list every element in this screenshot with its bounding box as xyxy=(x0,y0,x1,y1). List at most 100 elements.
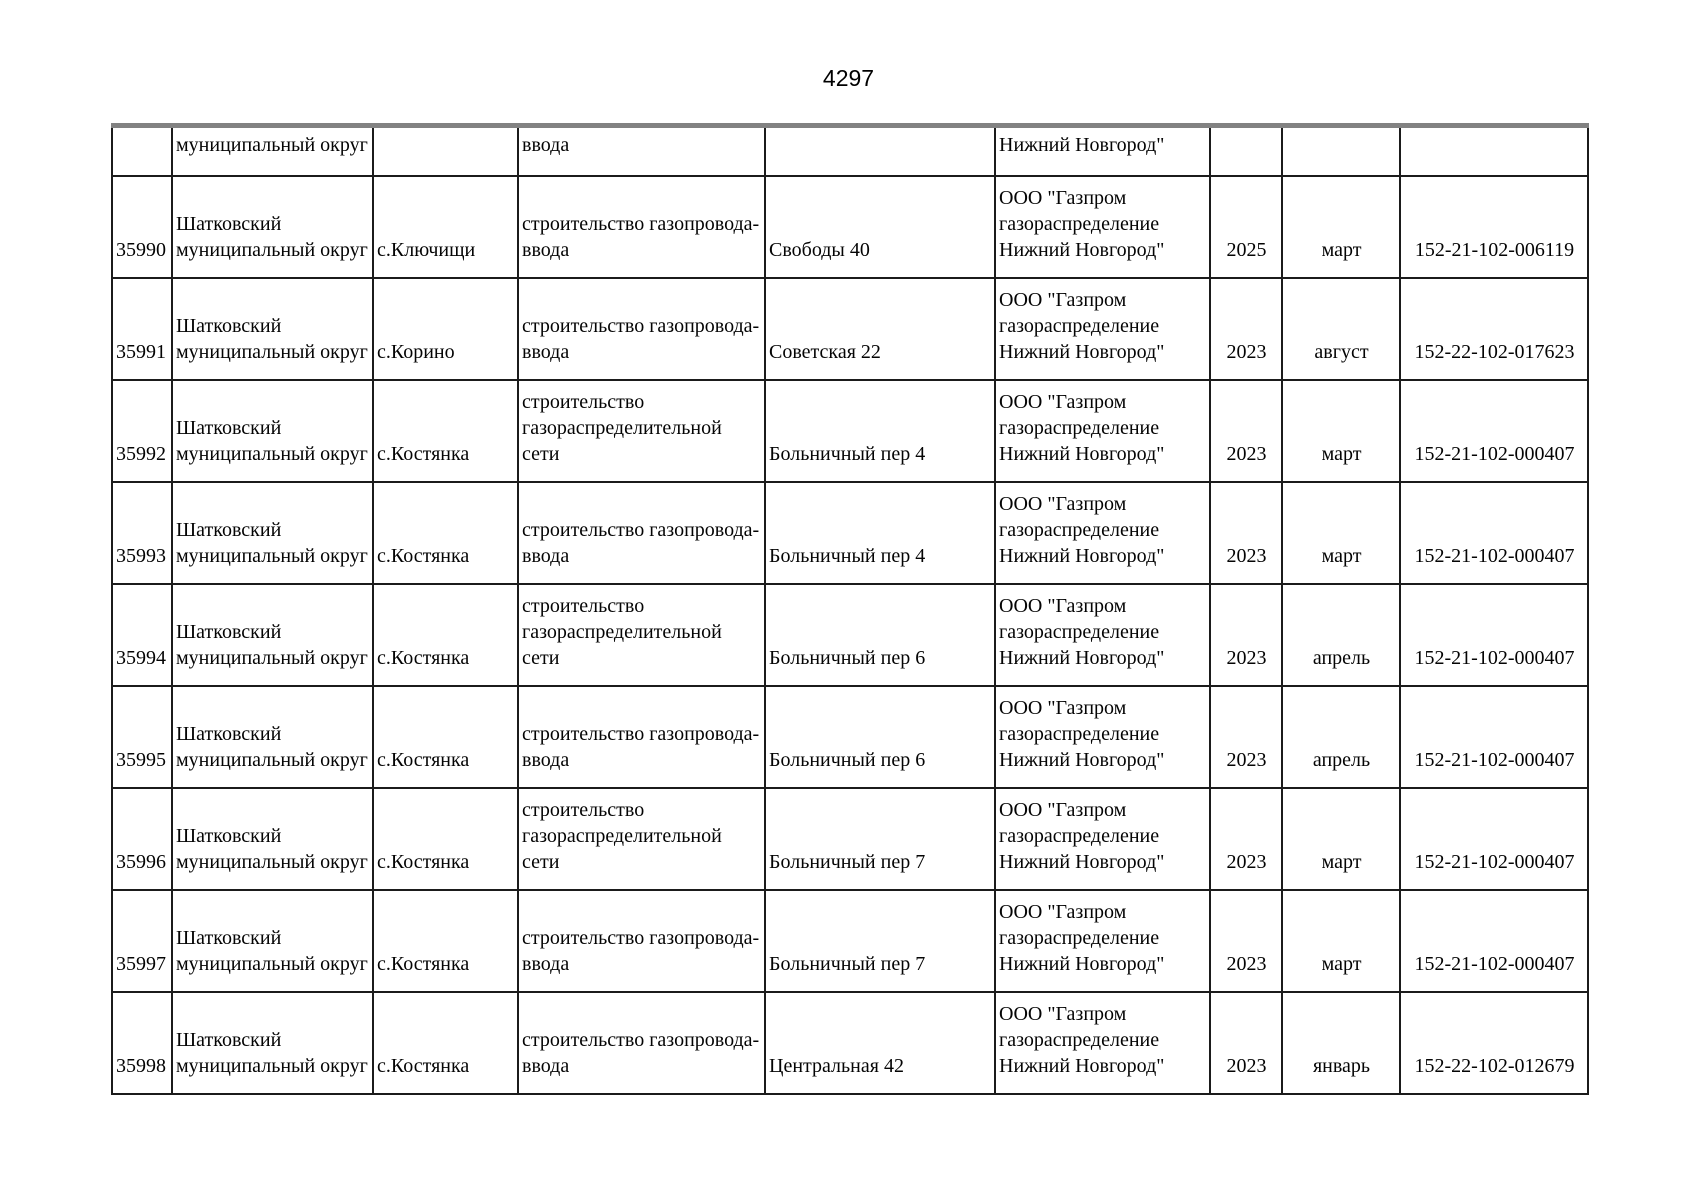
cell-row-id xyxy=(111,124,173,177)
cell-address: Больничный пер 6 xyxy=(764,582,996,687)
cell-settlement: с.Костянка xyxy=(372,480,519,585)
cell-address: Больничный пер 7 xyxy=(764,786,996,891)
cell-row-id: 35992 xyxy=(111,378,173,483)
cell-settlement: с.Костянка xyxy=(372,378,519,483)
cell-organization: ООО "Газпром газораспределение Нижний Но… xyxy=(994,684,1211,789)
permits-table: муниципальный округ ввода Нижний Новгоро… xyxy=(111,123,1589,1095)
cell-organization: ООО "Газпром газораспределение Нижний Но… xyxy=(994,582,1211,687)
cell-construction-type: строительство газопровода- ввода xyxy=(517,990,766,1095)
cell-organization: ООО "Газпром газораспределение Нижний Но… xyxy=(994,378,1211,483)
cell-organization: ООО "Газпром газораспределение Нижний Но… xyxy=(994,888,1211,993)
cell-month: апрель xyxy=(1281,582,1401,687)
cell-construction-type: ввода xyxy=(517,124,766,177)
cell-permit-number: 152-21-102-000407 xyxy=(1399,684,1589,789)
cell-settlement: с.Ключищи xyxy=(372,174,519,279)
cell-permit-number: 152-21-102-000407 xyxy=(1399,582,1589,687)
table-row: 35997 Шатковский муниципальный округ с.К… xyxy=(111,888,1589,993)
cell-address xyxy=(764,124,996,177)
table-row: 35993 Шатковский муниципальный округ с.К… xyxy=(111,480,1589,585)
cell-month: март xyxy=(1281,174,1401,279)
cell-row-id: 35993 xyxy=(111,480,173,585)
cell-settlement: с.Костянка xyxy=(372,684,519,789)
cell-row-id: 35994 xyxy=(111,582,173,687)
cell-organization: ООО "Газпром газораспределение Нижний Но… xyxy=(994,276,1211,381)
cell-construction-type: строительство газопровода- ввода xyxy=(517,174,766,279)
cell-permit-number: 152-22-102-017623 xyxy=(1399,276,1589,381)
cell-row-id: 35998 xyxy=(111,990,173,1095)
cell-row-id: 35995 xyxy=(111,684,173,789)
cell-construction-type: строительство газораспределительной сети xyxy=(517,786,766,891)
cell-permit-number: 152-21-102-000407 xyxy=(1399,480,1589,585)
cell-construction-type: строительство газораспределительной сети xyxy=(517,582,766,687)
cell-organization: ООО "Газпром газораспределение Нижний Но… xyxy=(994,480,1211,585)
cell-district: Шатковский муниципальный округ xyxy=(171,378,374,483)
cell-year: 2023 xyxy=(1209,888,1283,993)
cell-month: март xyxy=(1281,378,1401,483)
table-row: 35995 Шатковский муниципальный округ с.К… xyxy=(111,684,1589,789)
cell-construction-type: строительство газопровода- ввода xyxy=(517,276,766,381)
table-row: 35996 Шатковский муниципальный округ с.К… xyxy=(111,786,1589,891)
cell-year xyxy=(1209,124,1283,177)
cell-district: Шатковский муниципальный округ xyxy=(171,174,374,279)
cell-year: 2023 xyxy=(1209,990,1283,1095)
cell-settlement: с.Костянка xyxy=(372,990,519,1095)
cell-year: 2023 xyxy=(1209,684,1283,789)
cell-address: Больничный пер 6 xyxy=(764,684,996,789)
cell-settlement: с.Костянка xyxy=(372,888,519,993)
cell-address: Больничный пер 4 xyxy=(764,480,996,585)
cell-address: Больничный пер 7 xyxy=(764,888,996,993)
cell-construction-type: строительство газопровода- ввода xyxy=(517,480,766,585)
cell-address: Центральная 42 xyxy=(764,990,996,1095)
cell-construction-type: строительство газопровода- ввода xyxy=(517,888,766,993)
cell-settlement: с.Костянка xyxy=(372,582,519,687)
cell-district: Шатковский муниципальный округ xyxy=(171,684,374,789)
cell-district: Шатковский муниципальный округ xyxy=(171,990,374,1095)
cell-organization: ООО "Газпром газораспределение Нижний Но… xyxy=(994,174,1211,279)
table-row: 35992 Шатковский муниципальный округ с.К… xyxy=(111,378,1589,483)
cell-year: 2023 xyxy=(1209,480,1283,585)
table-row: 35991 Шатковский муниципальный округ с.К… xyxy=(111,276,1589,381)
cell-district: Шатковский муниципальный округ xyxy=(171,786,374,891)
cell-month: март xyxy=(1281,480,1401,585)
cell-permit-number: 152-21-102-000407 xyxy=(1399,378,1589,483)
cell-settlement: с.Корино xyxy=(372,276,519,381)
cell-address: Больничный пер 4 xyxy=(764,378,996,483)
cell-year: 2023 xyxy=(1209,378,1283,483)
cell-district: Шатковский муниципальный округ xyxy=(171,480,374,585)
cell-month: март xyxy=(1281,888,1401,993)
cell-row-id: 35997 xyxy=(111,888,173,993)
cell-permit-number: 152-21-102-006119 xyxy=(1399,174,1589,279)
cell-organization: ООО "Газпром газораспределение Нижний Но… xyxy=(994,990,1211,1095)
cell-permit-number: 152-21-102-000407 xyxy=(1399,888,1589,993)
cell-row-id: 35990 xyxy=(111,174,173,279)
table-row: 35994 Шатковский муниципальный округ с.К… xyxy=(111,582,1589,687)
cell-row-id: 35991 xyxy=(111,276,173,381)
cell-district: муниципальный округ xyxy=(171,124,374,177)
cell-settlement xyxy=(372,124,519,177)
cell-organization: Нижний Новгород" xyxy=(994,124,1211,177)
page-number: 4297 xyxy=(822,65,875,91)
cell-permit-number: 152-22-102-012679 xyxy=(1399,990,1589,1095)
cell-address: Советская 22 xyxy=(764,276,996,381)
table-row: 35998 Шатковский муниципальный округ с.К… xyxy=(111,990,1589,1095)
cell-district: Шатковский муниципальный округ xyxy=(171,888,374,993)
cell-construction-type: строительство газораспределительной сети xyxy=(517,378,766,483)
cell-year: 2025 xyxy=(1209,174,1283,279)
cell-month: март xyxy=(1281,786,1401,891)
cell-permit-number: 152-21-102-000407 xyxy=(1399,786,1589,891)
cell-organization: ООО "Газпром газораспределение Нижний Но… xyxy=(994,786,1211,891)
cell-year: 2023 xyxy=(1209,276,1283,381)
cell-month: январь xyxy=(1281,990,1401,1095)
cell-year: 2023 xyxy=(1209,582,1283,687)
cell-month: апрель xyxy=(1281,684,1401,789)
cell-settlement: с.Костянка xyxy=(372,786,519,891)
cell-permit-number xyxy=(1399,124,1589,177)
cell-construction-type: строительство газопровода- ввода xyxy=(517,684,766,789)
cell-row-id: 35996 xyxy=(111,786,173,891)
cell-district: Шатковский муниципальный округ xyxy=(171,276,374,381)
table-row: 35990 Шатковский муниципальный округ с.К… xyxy=(111,174,1589,279)
cell-year: 2023 xyxy=(1209,786,1283,891)
cell-address: Свободы 40 xyxy=(764,174,996,279)
cell-district: Шатковский муниципальный округ xyxy=(171,582,374,687)
cell-month xyxy=(1281,124,1401,177)
